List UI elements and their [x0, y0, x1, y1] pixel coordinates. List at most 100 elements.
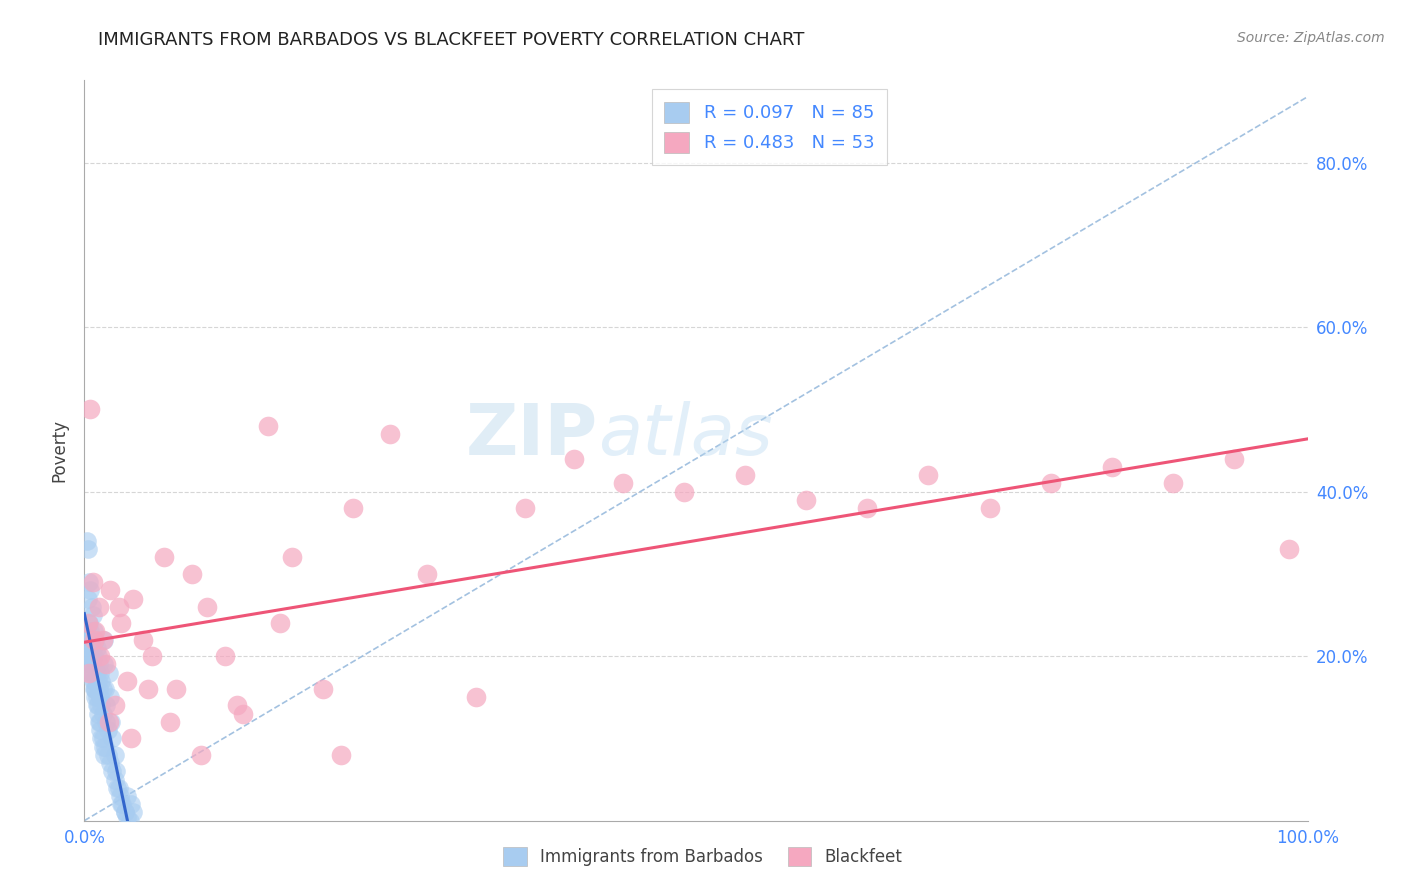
- Point: [96, 657, 118, 672]
- Point: [79, 657, 101, 672]
- Point: [77, 591, 100, 606]
- Point: [214, 649, 236, 664]
- Point: [120, 731, 142, 746]
- Point: [104, 747, 127, 762]
- Point: [79, 649, 101, 664]
- Point: [416, 566, 439, 581]
- Point: [342, 501, 364, 516]
- Point: [87, 657, 110, 672]
- Point: [101, 764, 124, 779]
- Point: [111, 797, 134, 812]
- Point: [734, 468, 756, 483]
- Point: [1039, 476, 1062, 491]
- Point: [281, 550, 304, 565]
- Point: [1278, 542, 1301, 557]
- Point: [153, 550, 176, 565]
- Point: [330, 747, 353, 762]
- Point: [97, 723, 120, 738]
- Point: [114, 805, 136, 820]
- Point: [672, 484, 695, 499]
- Point: [86, 640, 108, 655]
- Point: [104, 772, 127, 787]
- Point: [77, 649, 100, 664]
- Point: [77, 616, 100, 631]
- Point: [87, 673, 110, 688]
- Point: [794, 492, 817, 507]
- Point: [82, 640, 104, 655]
- Point: [562, 451, 585, 466]
- Point: [77, 665, 100, 680]
- Point: [87, 714, 110, 729]
- Point: [115, 809, 138, 823]
- Point: [77, 640, 100, 655]
- Point: [1161, 476, 1184, 491]
- Point: [98, 756, 121, 770]
- Point: [87, 706, 110, 721]
- Point: [226, 698, 249, 713]
- Point: [89, 714, 111, 729]
- Point: [80, 657, 103, 672]
- Point: [90, 673, 112, 688]
- Point: [1101, 459, 1123, 474]
- Point: [77, 616, 100, 631]
- Point: [93, 747, 115, 762]
- Point: [612, 476, 634, 491]
- Point: [86, 665, 108, 680]
- Point: [94, 681, 117, 696]
- Point: [136, 681, 159, 696]
- Point: [232, 706, 254, 721]
- Point: [856, 501, 879, 516]
- Point: [98, 583, 121, 598]
- Point: [114, 805, 136, 820]
- Point: [77, 632, 100, 647]
- Point: [79, 624, 101, 639]
- Text: ZIP: ZIP: [465, 401, 598, 470]
- Point: [79, 402, 101, 417]
- Point: [90, 731, 112, 746]
- Point: [190, 747, 212, 762]
- Point: [87, 649, 110, 664]
- Point: [87, 698, 110, 713]
- Point: [76, 533, 98, 548]
- Point: [132, 632, 155, 647]
- Point: [165, 681, 187, 696]
- Point: [89, 649, 111, 664]
- Point: [82, 673, 104, 688]
- Text: Source: ZipAtlas.com: Source: ZipAtlas.com: [1237, 31, 1385, 45]
- Point: [312, 681, 335, 696]
- Point: [98, 690, 121, 705]
- Point: [97, 665, 120, 680]
- Point: [100, 714, 122, 729]
- Point: [80, 632, 103, 647]
- Point: [84, 657, 107, 672]
- Point: [104, 698, 127, 713]
- Point: [87, 681, 110, 696]
- Point: [87, 599, 110, 614]
- Point: [159, 714, 181, 729]
- Point: [84, 681, 107, 696]
- Point: [257, 418, 280, 433]
- Point: [181, 566, 204, 581]
- Point: [83, 673, 105, 688]
- Point: [269, 616, 291, 631]
- Point: [115, 789, 138, 803]
- Point: [110, 616, 132, 631]
- Point: [120, 797, 142, 812]
- Point: [110, 797, 132, 812]
- Point: [84, 624, 107, 639]
- Point: [93, 657, 115, 672]
- Point: [77, 632, 100, 647]
- Point: [79, 583, 101, 598]
- Point: [79, 649, 101, 664]
- Point: [105, 764, 128, 779]
- Point: [513, 501, 536, 516]
- Point: [80, 599, 103, 614]
- Point: [380, 427, 402, 442]
- Point: [84, 632, 107, 647]
- Point: [195, 599, 218, 614]
- Point: [82, 575, 104, 590]
- Point: [917, 468, 939, 483]
- Text: atlas: atlas: [598, 401, 773, 470]
- Point: [97, 747, 120, 762]
- Point: [89, 723, 111, 738]
